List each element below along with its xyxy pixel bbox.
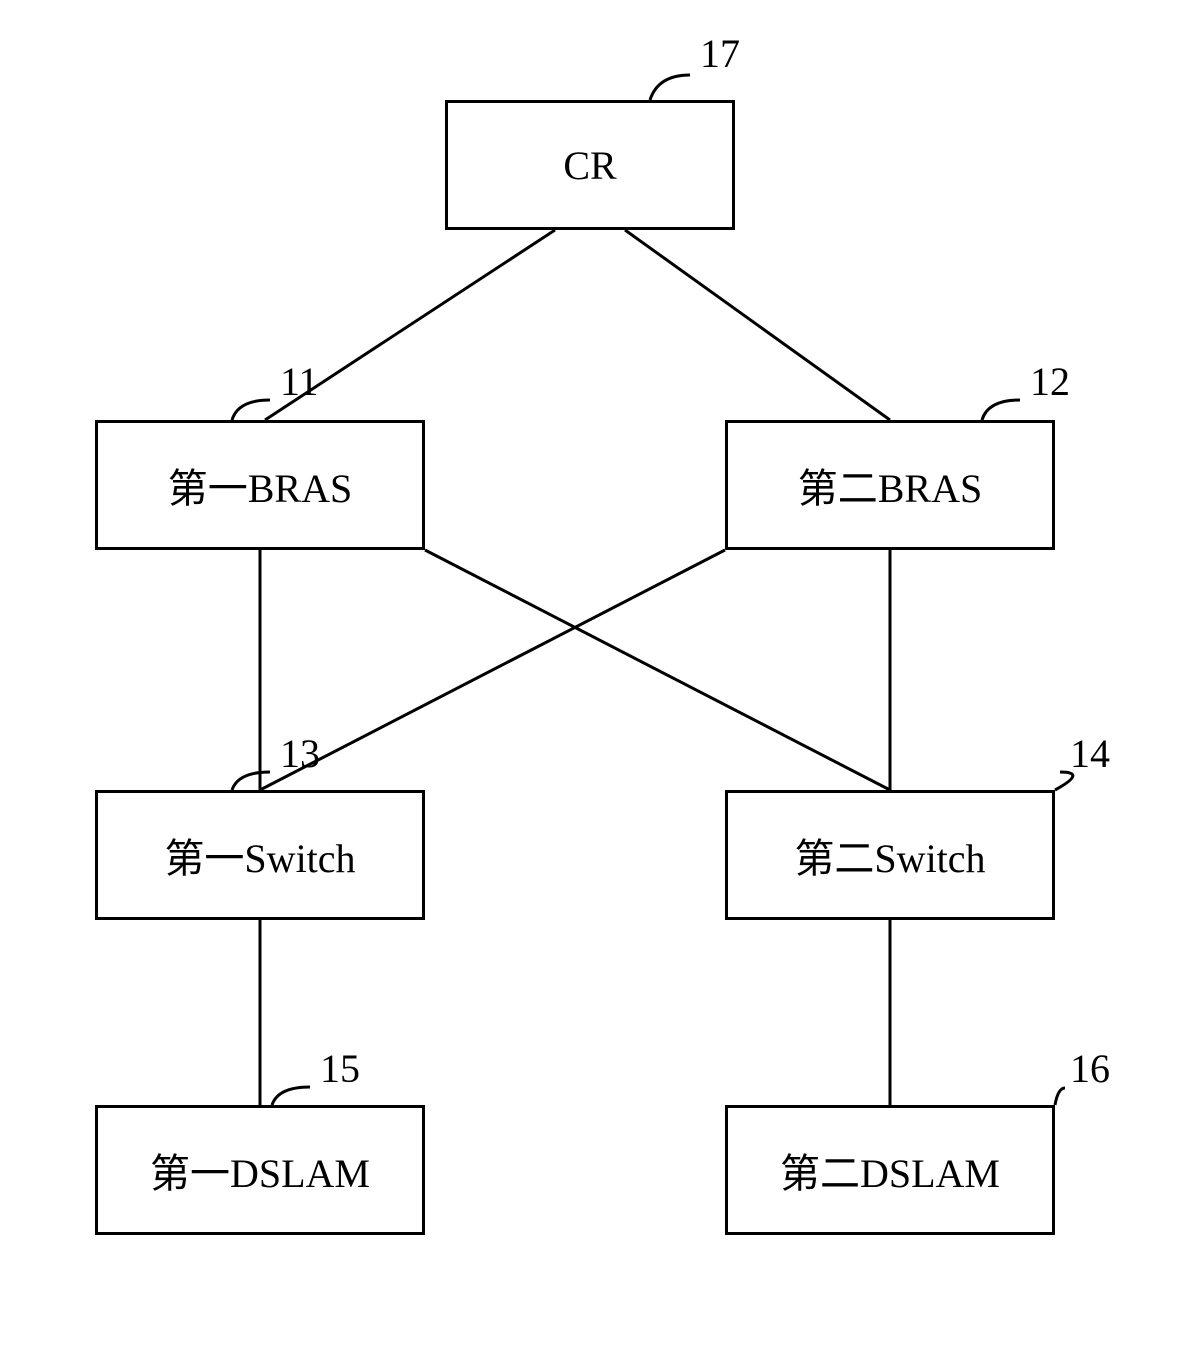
ref-label-switch2: 14 xyxy=(1070,730,1110,777)
node-label: 第二Switch xyxy=(794,826,985,884)
ref-label-dslam2: 16 xyxy=(1070,1045,1110,1092)
node-label: 第二BRAS xyxy=(798,456,983,514)
node-label: 第一Switch xyxy=(164,826,355,884)
node-label: 第一BRAS xyxy=(168,456,353,514)
node-bras1: 第一BRAS xyxy=(95,420,425,550)
node-bras2: 第二BRAS xyxy=(725,420,1055,550)
ref-label-cr: 17 xyxy=(700,30,740,77)
node-switch1: 第一Switch xyxy=(95,790,425,920)
ref-label-bras2: 12 xyxy=(1030,358,1070,405)
ref-label-switch1: 13 xyxy=(280,730,320,777)
node-dslam2: 第二DSLAM xyxy=(725,1105,1055,1235)
ref-label-bras1: 11 xyxy=(280,358,319,405)
ref-label-dslam1: 15 xyxy=(320,1045,360,1092)
node-cr: CR xyxy=(445,100,735,230)
node-label: 第一DSLAM xyxy=(150,1141,370,1199)
node-switch2: 第二Switch xyxy=(725,790,1055,920)
network-diagram: CR 第一BRAS 第二BRAS 第一Switch 第二Switch 第一DSL… xyxy=(0,0,1197,1352)
node-label: CR xyxy=(563,142,616,189)
node-label: 第二DSLAM xyxy=(780,1141,1000,1199)
node-dslam1: 第一DSLAM xyxy=(95,1105,425,1235)
